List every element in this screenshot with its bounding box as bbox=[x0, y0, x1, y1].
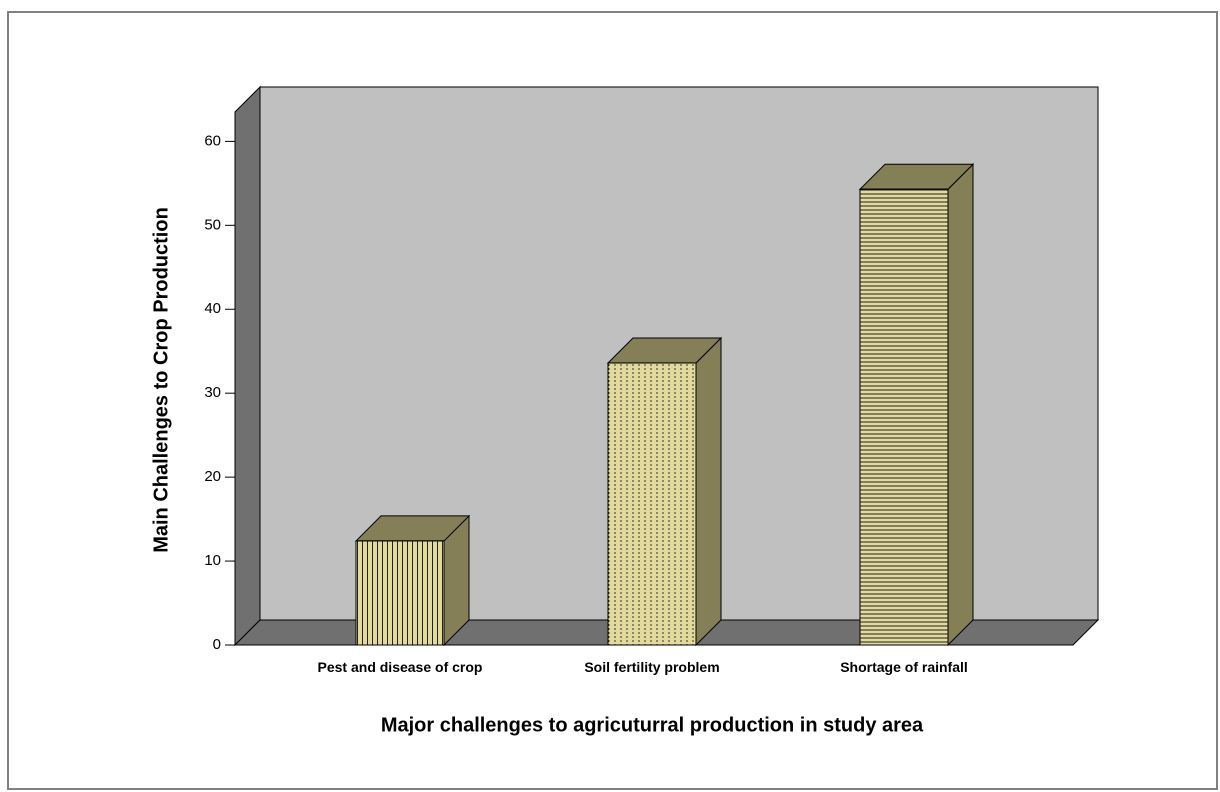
x-axis-label: Major challenges to agricuturral product… bbox=[381, 714, 924, 736]
x-tick-label-box: Soil fertility problem bbox=[584, 660, 720, 675]
x-tick-label-box: Shortage of rainfall bbox=[840, 660, 968, 675]
x-tick-label: Pest and disease of crop bbox=[317, 660, 483, 675]
y-tick-label: 40 bbox=[204, 300, 221, 317]
x-tick-label: Soil fertility problem bbox=[584, 660, 720, 675]
bar-pattern bbox=[355, 540, 445, 646]
bar-side bbox=[947, 163, 974, 647]
bar bbox=[858, 163, 975, 647]
y-tick-label: 20 bbox=[204, 468, 221, 485]
y-tick-label: 60 bbox=[204, 132, 221, 149]
x-tick-label-box: Pest and disease of crop bbox=[317, 660, 483, 675]
y-tick-label: 30 bbox=[204, 384, 221, 401]
y-tick-label: 0 bbox=[213, 636, 221, 653]
y-tick-label: 50 bbox=[204, 216, 221, 233]
side-wall bbox=[234, 85, 261, 647]
bar bbox=[606, 336, 723, 647]
y-tick-label: 10 bbox=[204, 552, 221, 569]
x-tick-label: Shortage of rainfall bbox=[840, 660, 968, 675]
bar-side bbox=[695, 336, 722, 647]
y-axis-label: Main Challenges to Crop Production bbox=[150, 207, 172, 553]
bar bbox=[354, 514, 471, 647]
bar-pattern bbox=[859, 188, 949, 646]
bar-pattern bbox=[607, 362, 697, 646]
